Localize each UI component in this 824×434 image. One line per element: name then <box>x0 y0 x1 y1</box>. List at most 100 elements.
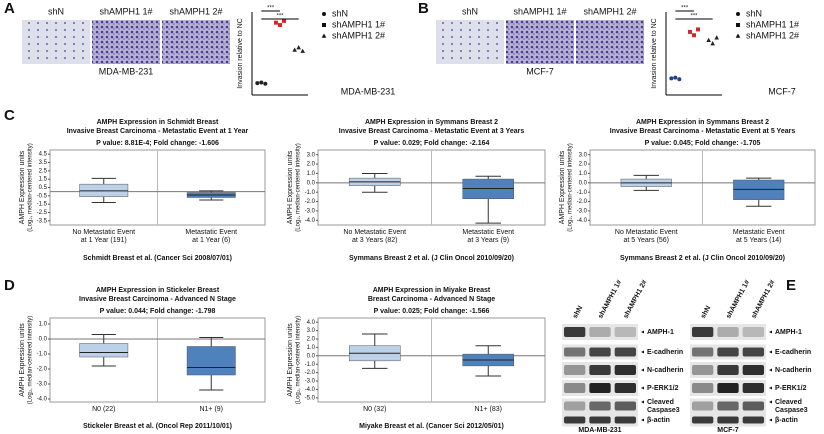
y-tick-label: 3.5 <box>39 160 48 166</box>
arrow: ◂ <box>641 400 644 406</box>
y-tick-label: -1.0 <box>305 190 316 196</box>
y-tick-label: 0.0 <box>579 180 588 186</box>
arrow: ◂ <box>769 418 772 424</box>
citation: Miyake Breast et al. (Cancer Sci 2012/05… <box>359 423 504 430</box>
image-caption: MCF-7 <box>526 66 554 76</box>
row-label: Caspase3 <box>647 407 680 414</box>
y-tick-label: 3.0 <box>307 152 316 158</box>
lane-label: shAMPH1 1# <box>597 279 623 320</box>
x-tick-label: Metastatic Event <box>185 229 237 236</box>
micrograph <box>436 20 504 64</box>
image-label: shN <box>462 6 478 16</box>
y-axis-label: AMPH Expression units <box>19 150 26 224</box>
row-label: β-actin <box>647 417 670 424</box>
x-tick-label: at 3 Years (9) <box>467 237 509 244</box>
y-tick-label: -1.0 <box>577 190 588 196</box>
panel-label: D <box>4 277 15 294</box>
citation: Stickeler Breast et al. (Oncol Rep 2011/… <box>83 423 232 430</box>
point <box>692 33 696 38</box>
micrograph <box>576 20 644 64</box>
row-label: AMPH-1 <box>775 329 802 336</box>
y-axis-label: (Log₂, median-centered intensity) <box>296 143 302 231</box>
band <box>717 327 739 337</box>
point <box>300 48 305 53</box>
y-tick-label: 2.0 <box>579 162 588 168</box>
y-tick-label: 2.5 <box>39 168 48 174</box>
chart-title: Invasive Breast Carcinoma - Metastatic E… <box>67 128 249 135</box>
point <box>282 18 286 23</box>
y-axis-label: AMPH Expression units <box>287 323 294 397</box>
band <box>614 401 636 411</box>
legend-symbol <box>736 12 740 16</box>
band <box>692 365 714 375</box>
legend-symbol <box>736 23 740 27</box>
x-tick-label: No Metastatic Event <box>72 229 135 236</box>
y-tick-label: -1.0 <box>37 352 48 358</box>
band <box>589 401 611 411</box>
x-tick-label: at 3 Years (82) <box>352 237 398 244</box>
chart-title: AMPH Expression in Symmans Breast 2 <box>365 119 498 126</box>
y-tick-label: 2.0 <box>307 162 316 168</box>
x-tick-label: N1+ (9) <box>199 406 223 413</box>
chart-title: Invasive Breast Carcinoma - Advanced N S… <box>79 296 236 303</box>
significance: *** <box>276 14 284 20</box>
chart-title: Breast Carcinoma - Advanced N Stage <box>368 296 495 303</box>
chart-title: P value: 0.029; Fold change: -2.164 <box>374 140 490 147</box>
legend-label: shAMPH1 1# <box>332 19 385 29</box>
band <box>742 327 764 337</box>
y-tick-label: -3.0 <box>577 209 588 215</box>
band <box>692 327 714 337</box>
y-tick-label: 1.5 <box>39 177 48 183</box>
y-tick-label: -2.5 <box>37 210 48 216</box>
legend-symbol <box>322 12 326 16</box>
band <box>614 365 636 375</box>
y-tick-label: -2.0 <box>37 367 48 373</box>
point <box>677 77 682 82</box>
legend-symbol <box>322 23 326 27</box>
panel-label: C <box>4 107 15 124</box>
arrow: ◂ <box>769 330 772 336</box>
point <box>688 29 692 34</box>
y-tick-label: 0.0 <box>39 337 48 343</box>
y-tick-label: -4.0 <box>305 387 316 393</box>
band <box>589 416 611 424</box>
row-label: Cleaved <box>775 399 802 406</box>
band <box>692 401 714 411</box>
band <box>742 383 764 393</box>
row-label: E-cadherin <box>647 349 683 356</box>
arrow: ◂ <box>641 386 644 392</box>
band <box>564 401 586 411</box>
band <box>717 401 739 411</box>
image-label: shAMPH1 1# <box>513 6 566 16</box>
band <box>564 416 586 424</box>
panel-label: A <box>4 0 15 17</box>
band <box>614 383 636 393</box>
legend-label: shAMPH1 1# <box>746 19 799 29</box>
x-tick-label: N0 (32) <box>363 406 386 413</box>
arrow: ◂ <box>769 386 772 392</box>
chart-title: AMPH Expression in Symmans Breast 2 <box>636 119 769 126</box>
y-tick-label: -1.0 <box>305 362 316 368</box>
band <box>692 347 714 357</box>
cell-line-label: MCF-7 <box>717 427 738 434</box>
band <box>742 416 764 424</box>
row-label: β-actin <box>775 417 798 424</box>
y-tick-label: 1.0 <box>307 171 316 177</box>
chart-title: P value: 0.044; Fold change: -1.798 <box>100 308 216 315</box>
significance: *** <box>267 6 275 12</box>
chart-title: P value: 0.045; Fold change: -1.705 <box>645 140 761 147</box>
point <box>710 41 715 46</box>
cell-line-label: MDA-MB-231 <box>578 427 621 434</box>
point <box>696 27 700 32</box>
band <box>717 383 739 393</box>
y-axis-label: Invasion relative to NC <box>651 18 658 88</box>
y-tick-label: 3.0 <box>579 152 588 158</box>
x-tick-label: No Metastatic Event <box>615 229 678 236</box>
x-tick-label: Metastatic Event <box>462 229 514 236</box>
band <box>564 383 586 393</box>
point <box>296 45 301 50</box>
image-label: shAMPH1 2# <box>169 6 222 16</box>
y-tick-label: -1.5 <box>37 202 48 208</box>
arrow: ◂ <box>769 400 772 406</box>
band <box>692 383 714 393</box>
